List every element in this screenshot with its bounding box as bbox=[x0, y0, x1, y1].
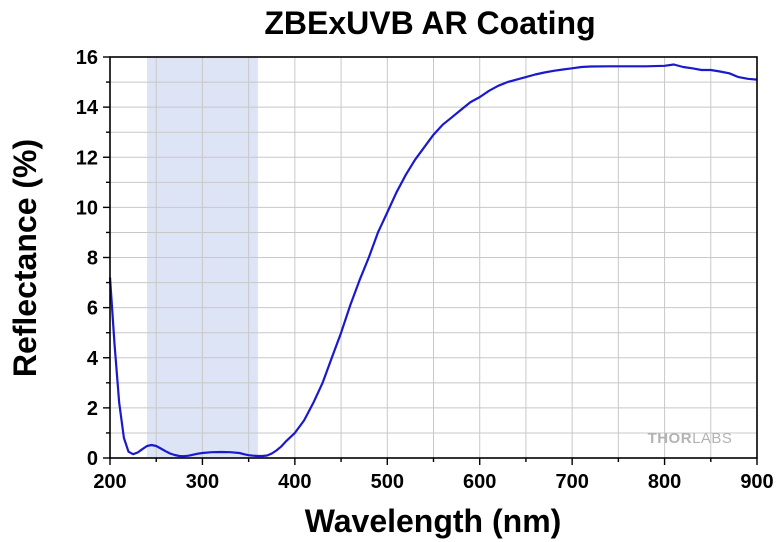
x-tick-label: 200 bbox=[93, 471, 126, 493]
y-tick-label: 12 bbox=[76, 147, 98, 169]
series-line-0 bbox=[108, 63, 758, 458]
x-axis-label: Wavelength (nm) bbox=[305, 503, 562, 539]
y-axis-label: Reflectance (%) bbox=[7, 139, 43, 377]
y-tick-label: 14 bbox=[76, 97, 99, 119]
chart-title: ZBExUVB AR Coating bbox=[264, 5, 595, 41]
x-tick-label: 600 bbox=[463, 471, 496, 493]
y-tick-label: 6 bbox=[87, 298, 98, 320]
x-tick-label: 900 bbox=[740, 471, 773, 493]
x-tick-label: 800 bbox=[648, 471, 681, 493]
logo-part-labs: LABS bbox=[692, 430, 732, 447]
x-tick-label: 300 bbox=[186, 471, 219, 493]
y-tick-label: 8 bbox=[87, 248, 98, 270]
x-tick-label: 700 bbox=[555, 471, 588, 493]
y-tick-label: 2 bbox=[87, 398, 98, 420]
x-tick-label: 400 bbox=[278, 471, 311, 493]
y-tick-label: 0 bbox=[87, 448, 98, 470]
logo-part-thor: THOR bbox=[648, 430, 693, 447]
plot-area: 200 300 400 500 600 700 800 900 0 2 4 6 8 10 12 14 16 bbox=[76, 47, 774, 493]
y-tick-label: 4 bbox=[87, 348, 99, 370]
x-tick-label: 500 bbox=[371, 471, 404, 493]
y-tick-label: 10 bbox=[76, 197, 98, 219]
y-tick-label: 16 bbox=[76, 47, 98, 69]
thorlabs-logo: THORLABS bbox=[648, 430, 733, 447]
